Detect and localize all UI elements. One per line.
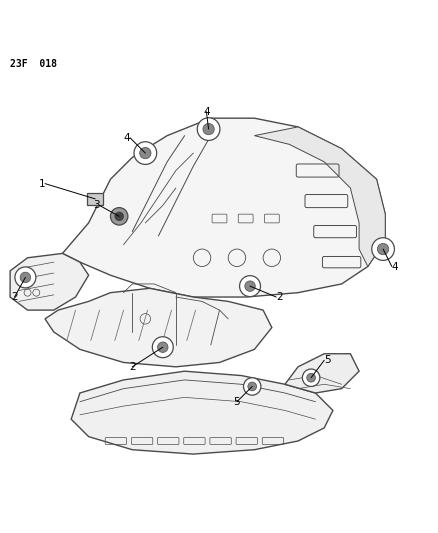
Circle shape [377,244,388,255]
Circle shape [197,118,219,140]
Circle shape [110,208,127,225]
Circle shape [371,238,393,261]
Polygon shape [71,371,332,454]
Circle shape [157,342,168,352]
Polygon shape [45,288,271,367]
Text: 2: 2 [129,362,135,372]
Circle shape [139,148,151,159]
Polygon shape [10,253,88,310]
Text: 5: 5 [323,356,330,365]
Text: 23F  018: 23F 018 [10,59,57,69]
Polygon shape [284,354,358,393]
Circle shape [302,369,319,386]
Text: 4: 4 [391,262,398,271]
Circle shape [202,124,214,135]
Circle shape [15,267,36,288]
Circle shape [247,382,256,391]
Text: 2: 2 [11,292,18,302]
Text: 1: 1 [38,179,45,189]
Circle shape [20,272,31,282]
Text: 4: 4 [123,133,130,143]
Text: 5: 5 [233,397,240,407]
Circle shape [134,142,156,164]
Circle shape [115,212,123,221]
Circle shape [243,378,260,395]
Circle shape [152,337,173,358]
Circle shape [239,276,260,296]
Text: 3: 3 [93,200,99,211]
Circle shape [306,374,315,382]
Text: 4: 4 [203,107,209,117]
Circle shape [244,281,254,292]
Polygon shape [254,127,385,266]
FancyBboxPatch shape [87,193,103,205]
Polygon shape [62,118,385,297]
Text: 2: 2 [276,292,282,302]
